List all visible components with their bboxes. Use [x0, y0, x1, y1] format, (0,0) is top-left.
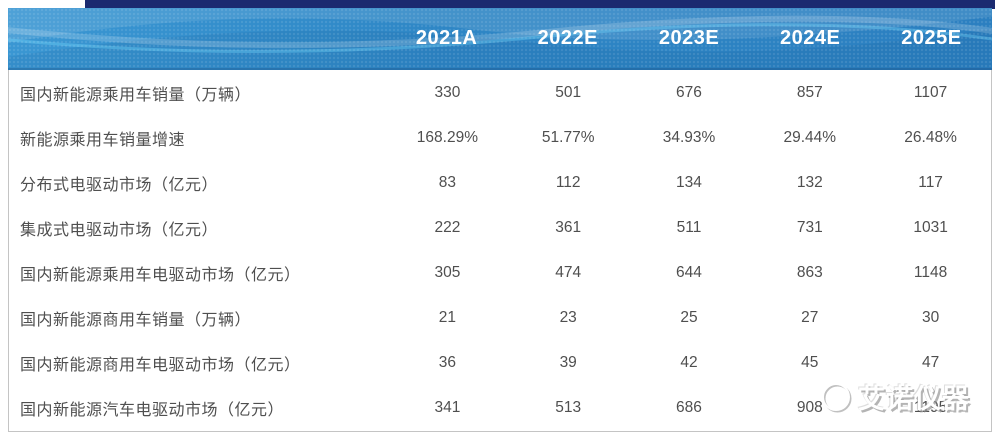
cell-value: 1148	[913, 264, 948, 282]
row-label: 新能源乘用车销量增速	[20, 131, 186, 149]
cell-value: 42	[680, 354, 698, 372]
mascot-face-icon	[822, 382, 852, 413]
cell-value: 45	[801, 354, 819, 372]
table-header-row: 2021A 2022E 2023E 2024E 2025E	[8, 8, 992, 70]
row-label: 集成式电驱动市场（亿元）	[20, 221, 219, 239]
cell-value: 26.48%	[904, 128, 957, 146]
cell-value: 27	[801, 309, 819, 327]
table-row: 分布式电驱动市场（亿元） 83 112 134 132 117	[9, 160, 991, 205]
column-header: 2023E	[658, 26, 720, 49]
row-label: 分布式电驱动市场（亿元）	[20, 176, 219, 194]
cell-value: 1107	[913, 83, 948, 101]
cell-value: 330	[434, 83, 461, 101]
top-accent-strip	[85, 0, 995, 9]
row-label: 国内新能源乘用车销量（万辆）	[20, 86, 252, 104]
cell-value: 341	[434, 399, 461, 417]
cell-value: 112	[555, 173, 581, 191]
table-body: 国内新能源乘用车销量（万辆） 330 501 676 857 1107 新能源乘用车销量增速…	[8, 70, 992, 432]
column-header: 2024E	[780, 26, 841, 49]
cell-value: 305	[434, 264, 461, 282]
table-row: 国内新能源商用车电驱动市场（亿元） 36 39 42 45 47	[9, 341, 991, 386]
cell-value: 23	[559, 309, 577, 327]
cell-value: 857	[796, 83, 823, 101]
row-label: 国内新能源乘用车电驱动市场（亿元）	[20, 267, 301, 285]
table-row: 新能源乘用车销量增速 168.29% 51.77% 34.93% 29.44% 26.48…	[9, 115, 991, 160]
cell-value: 132	[796, 173, 823, 191]
cell-value: 686	[676, 399, 702, 417]
table-row: 国内新能源乘用车销量（万辆） 330 501 676 857 1107	[9, 70, 991, 115]
cell-value: 908	[796, 399, 823, 417]
cell-value: 1031	[913, 218, 948, 236]
watermark: 艾诺仪器	[819, 376, 970, 416]
cell-value: 676	[676, 83, 702, 101]
cell-value: 21	[438, 309, 457, 327]
table-row: 国内新能源汽车电驱动市场（亿元） 341 513 686 908 1195	[9, 386, 991, 431]
cell-value: 47	[921, 354, 940, 372]
cell-value: 863	[796, 264, 823, 282]
cell-value: 361	[555, 218, 582, 236]
forecast-table: 2021A 2022E 2023E 2024E 2025E 国内新能源乘用车销量（万辆）…	[8, 8, 992, 432]
cell-value: 36	[438, 354, 457, 372]
row-label: 国内新能源商用车销量（万辆）	[20, 312, 252, 330]
column-header: 2025E	[901, 26, 962, 49]
column-header: 2021A	[415, 26, 478, 49]
cell-value: 83	[438, 173, 457, 191]
cell-value: 731	[796, 218, 823, 236]
table-row: 国内新能源乘用车电驱动市场（亿元） 305 474 644 863 1148	[9, 251, 991, 296]
column-header: 2022E	[537, 26, 598, 49]
table-row: 集成式电驱动市场（亿元） 222 361 511 731 1031	[9, 205, 991, 250]
row-label: 国内新能源商用车电驱动市场（亿元）	[20, 357, 301, 375]
cell-value: 34.93%	[662, 128, 716, 146]
cell-value: 513	[555, 399, 582, 417]
cell-value: 25	[680, 309, 698, 327]
cell-value: 222	[434, 218, 461, 236]
row-label: 国内新能源汽车电驱动市场（亿元）	[20, 402, 285, 420]
cell-value: 1195	[913, 399, 948, 417]
cell-value: 168.29%	[416, 128, 478, 146]
watermark-text: 艾诺仪器	[858, 383, 970, 414]
cell-value: 474	[555, 264, 582, 282]
cell-value: 501	[555, 83, 582, 101]
cell-value: 29.44%	[783, 128, 837, 146]
cell-value: 39	[559, 354, 577, 372]
cell-value: 51.77%	[541, 128, 595, 146]
cell-value: 30	[921, 309, 940, 327]
table-row: 国内新能源商用车销量（万辆） 21 23 25 27 30	[9, 296, 991, 341]
cell-value: 134	[676, 173, 702, 191]
cell-value: 511	[676, 218, 702, 236]
cell-value: 644	[676, 264, 702, 282]
cell-value: 117	[918, 173, 943, 191]
wave-pattern-decoration	[8, 8, 992, 68]
